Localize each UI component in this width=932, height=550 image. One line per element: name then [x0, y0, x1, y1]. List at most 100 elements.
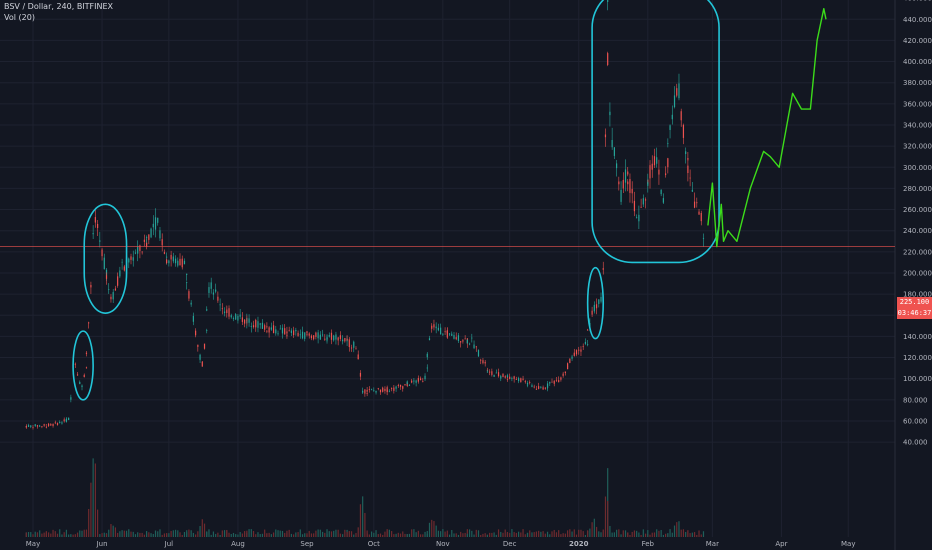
volume-bar: [428, 522, 431, 537]
volume-bar: [121, 530, 123, 537]
candle-body: [119, 270, 121, 277]
candle-body: [506, 375, 509, 378]
volume-bar: [103, 532, 105, 537]
candle-body: [195, 330, 197, 336]
candle-body: [342, 339, 344, 342]
candle-body: [244, 319, 246, 324]
volume-bar: [455, 533, 457, 537]
volume-bar: [417, 530, 419, 537]
candle-body: [366, 389, 368, 392]
volume-bar: [342, 534, 344, 537]
volume-bar: [181, 534, 183, 537]
volume-bar: [293, 534, 295, 537]
volume-bar: [509, 532, 511, 537]
volume-bar: [203, 523, 206, 537]
volume-bar: [653, 532, 656, 537]
volume-bar: [362, 496, 364, 537]
volume-bar: [201, 519, 203, 537]
candle-body: [346, 339, 348, 340]
volume-bar: [250, 529, 252, 537]
candle-body: [299, 334, 301, 336]
candle-body: [206, 309, 208, 311]
candle-body: [186, 273, 188, 275]
x-tick-label: 2020: [569, 540, 589, 548]
candle-body: [426, 367, 428, 369]
volume-bar: [426, 533, 428, 537]
volume-bar: [702, 531, 705, 537]
candle-body: [54, 422, 56, 424]
y-tick-label: 40.000: [903, 439, 928, 447]
volume-bar: [68, 534, 70, 537]
volume-bar: [658, 530, 660, 537]
volume-bar: [533, 532, 535, 537]
volume-bar: [279, 530, 281, 537]
volume-bar: [636, 530, 638, 537]
volume-bar: [391, 531, 393, 537]
volume-bar: [700, 534, 702, 537]
volume-bar: [297, 532, 299, 537]
candle-body: [348, 339, 350, 348]
volume-bar: [466, 529, 468, 537]
candle-body: [593, 304, 595, 312]
volume-bar: [315, 530, 317, 537]
candle-body: [460, 341, 462, 343]
candle-body: [604, 134, 607, 138]
candle-body: [647, 182, 649, 186]
volume-bar: [333, 530, 335, 537]
symbol-title[interactable]: BSV / Dollar, 240, BITFINEX: [4, 2, 114, 11]
volume-bar: [47, 532, 50, 537]
candle-body: [76, 374, 79, 376]
candle-body: [130, 256, 132, 260]
y-tick-label: 380.000: [903, 79, 932, 87]
volume-bar: [413, 529, 415, 537]
candle-body: [388, 390, 390, 392]
candle-body: [110, 296, 112, 300]
candle-body: [319, 334, 321, 340]
candle-body: [560, 377, 562, 380]
candle-body: [79, 381, 81, 385]
volume-bar: [125, 530, 128, 537]
volume-bar: [90, 482, 92, 537]
volume-bar: [288, 529, 290, 537]
volume-indicator-label[interactable]: Vol (20): [4, 13, 35, 22]
candle-body: [268, 327, 270, 333]
candle-body: [350, 347, 353, 349]
volume-bar: [595, 526, 598, 537]
candle-body: [308, 333, 310, 336]
volume-bar: [558, 530, 560, 537]
candle-body: [47, 423, 50, 426]
volume-bar: [43, 532, 45, 537]
volume-bar: [540, 531, 542, 537]
volume-bar: [266, 533, 268, 537]
candle-body: [662, 198, 664, 203]
candle-body: [667, 143, 669, 144]
candle-body: [183, 260, 186, 265]
candle-body: [640, 206, 642, 208]
volume-bar: [609, 525, 611, 537]
volume-bar: [183, 532, 186, 537]
volume-bar: [272, 532, 275, 537]
candle-body: [660, 189, 662, 195]
volume-bar: [275, 529, 277, 537]
volume-bar: [137, 532, 139, 537]
candle-body: [680, 111, 682, 121]
candle-body: [633, 200, 636, 212]
candle-body: [685, 151, 687, 154]
candle-body: [128, 258, 130, 263]
candle-body: [693, 201, 696, 208]
y-tick-label: 180.000: [903, 291, 932, 299]
candle-body: [90, 284, 92, 288]
candle-body: [132, 257, 134, 261]
candle-body: [362, 390, 364, 393]
candle-body: [665, 173, 667, 176]
volume-bar: [607, 501, 609, 537]
volume-bar: [177, 530, 179, 537]
candle-body: [117, 276, 119, 286]
volume-bar: [538, 530, 540, 537]
candle-body: [52, 423, 54, 426]
candle-body: [540, 386, 542, 388]
volume-bar: [70, 534, 72, 537]
x-tick-label: Apr: [775, 540, 787, 548]
candle-body: [431, 325, 433, 329]
